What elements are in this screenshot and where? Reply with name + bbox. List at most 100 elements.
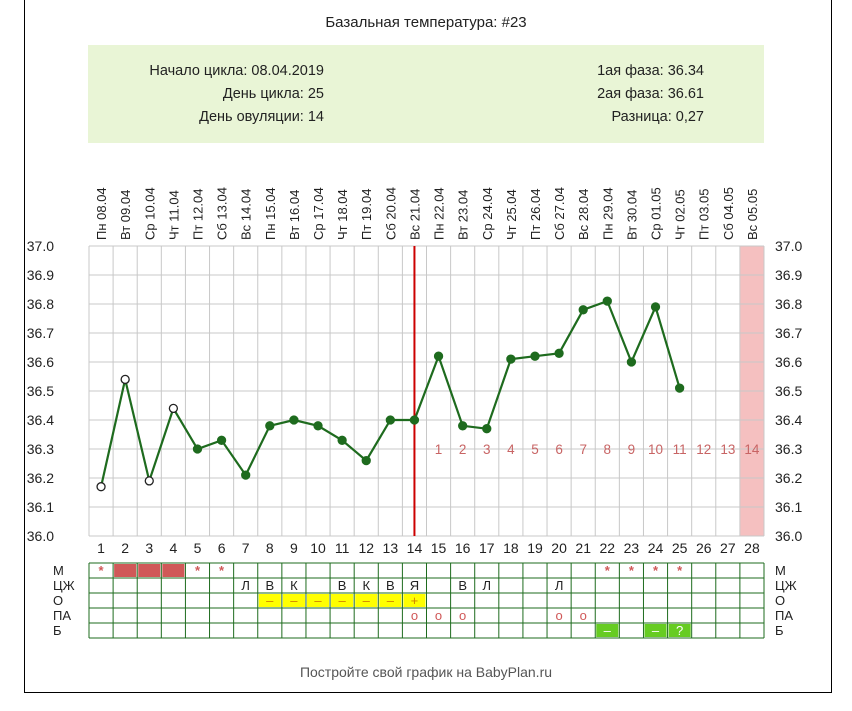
date-label: Сб 13.04 (215, 187, 230, 240)
row-cell-fill (306, 594, 330, 607)
temperature-point (530, 351, 540, 361)
temperature-point (482, 424, 492, 434)
row-cell-text: – (604, 623, 612, 638)
row-cell-fill (114, 564, 137, 577)
date-label: Вс 05.05 (745, 189, 760, 240)
row-cell-text: В (265, 578, 274, 593)
temperature-point-open (144, 476, 154, 486)
y-tick-label-left: 36.2 (27, 470, 54, 486)
row-cell-text: – (652, 623, 660, 638)
day-number-label: 7 (242, 540, 250, 556)
date-label: Пн 15.04 (263, 187, 278, 240)
row-label-left: Б (53, 623, 62, 638)
y-tick-label-left: 36.8 (27, 296, 54, 312)
info-label: День овуляции (199, 109, 300, 125)
row-cell-fill (331, 594, 354, 607)
luteal-day-label: 7 (579, 442, 587, 457)
luteal-day-label: 12 (696, 442, 711, 457)
luteal-day-label: 6 (555, 442, 563, 457)
row-cell-text: В (338, 578, 347, 593)
info-value: 36.34 (667, 63, 704, 79)
y-tick-label-left: 37.0 (27, 238, 54, 254)
date-label: Вт 09.04 (118, 190, 133, 240)
date-label: Пт 12.04 (190, 189, 205, 240)
cycle-day-info: День цикла: 25 (222, 86, 324, 102)
y-tick-label-left: 36.9 (27, 267, 54, 283)
row-label-left: ПА (53, 608, 71, 623)
y-tick-label-right: 36.9 (775, 267, 802, 283)
y-tick-label-right: 36.5 (775, 383, 802, 399)
row-cell-text: ? (676, 623, 683, 638)
day-number-label: 21 (575, 540, 591, 556)
date-label: Вс 28.04 (576, 189, 591, 240)
date-label: Сб 20.04 (383, 187, 398, 240)
date-label: Ср 10.04 (142, 187, 157, 240)
row-label-right: М (775, 563, 786, 578)
luteal-day-label: 13 (720, 442, 735, 457)
row-cell-text: * (677, 563, 683, 578)
luteal-day-label: 3 (483, 442, 491, 457)
row-cell-text: o (435, 608, 442, 623)
temperature-point (433, 351, 444, 361)
row-cell-text: – (266, 593, 274, 608)
luteal-day-label: 11 (673, 442, 687, 457)
row-cell-fill (282, 594, 305, 607)
day-number-label: 15 (431, 540, 447, 556)
info-label: День цикла (222, 86, 300, 102)
y-tick-label-left: 36.0 (27, 528, 54, 544)
date-label: Пн 08.04 (94, 187, 109, 240)
date-label: Пт 26.04 (528, 189, 543, 240)
day-number-label: 25 (672, 540, 688, 556)
temperature-point (409, 415, 420, 425)
day-number-label: 17 (479, 540, 495, 556)
date-label: Вс 21.04 (407, 189, 422, 240)
day-number-label: 23 (624, 540, 640, 556)
y-tick-label-left: 36.6 (27, 354, 54, 370)
phase2-info: 2ая фаза: 36.61 (597, 86, 704, 102)
day-number-label: 27 (720, 540, 736, 556)
y-tick-label-right: 36.6 (775, 354, 802, 370)
luteal-day-label: 2 (459, 442, 467, 457)
row-cell-fill (355, 594, 378, 607)
row-cell-text: Я (410, 578, 419, 593)
cycle-start-info: Начало цикла: 08.04.2019 (149, 63, 324, 79)
row-cell-text: К (290, 578, 298, 593)
footer-link-text: Постройте свой график на BabyPlan.ru (299, 664, 553, 680)
row-label-right: Б (775, 623, 784, 638)
y-tick-label-right: 36.0 (775, 528, 802, 544)
y-tick-label-right: 36.7 (775, 325, 802, 341)
temperature-point-open (120, 374, 130, 385)
row-cell-text: Л (555, 578, 564, 593)
y-tick-label-right: 36.8 (775, 296, 802, 312)
row-label-right: О (775, 593, 785, 608)
date-label: Чт 25.04 (504, 189, 519, 240)
temperature-point (241, 470, 251, 480)
day-number-label: 26 (696, 540, 712, 556)
temperature-point (602, 296, 612, 306)
temperature-point (265, 421, 275, 431)
row-cell-text: – (339, 593, 347, 608)
date-label: Чт 02.05 (673, 189, 688, 240)
temperature-point (554, 348, 564, 358)
row-cell-text: В (386, 578, 395, 593)
row-label-right: ПА (775, 608, 793, 623)
day-number-label: 4 (169, 540, 177, 556)
luteal-day-label: 10 (648, 442, 663, 457)
page-frame (24, 0, 832, 693)
day-number-label: 24 (648, 540, 664, 556)
luteal-day-label: 5 (531, 442, 539, 457)
temperature-point-open (168, 403, 179, 414)
luteal-day-label: 1 (435, 442, 443, 457)
row-cell-fill (668, 624, 691, 637)
row-cell-text: В (458, 578, 467, 593)
row-cell-text: – (290, 593, 298, 608)
row-label-left: ЦЖ (53, 578, 75, 593)
date-label: Пт 19.04 (359, 189, 374, 240)
row-cell-text: – (387, 593, 395, 608)
y-tick-label-right: 36.4 (775, 412, 802, 428)
luteal-day-label: 4 (507, 442, 515, 457)
row-cell-fill (258, 594, 281, 607)
row-cell-text: * (99, 563, 105, 578)
row-cell-fill (379, 594, 402, 607)
